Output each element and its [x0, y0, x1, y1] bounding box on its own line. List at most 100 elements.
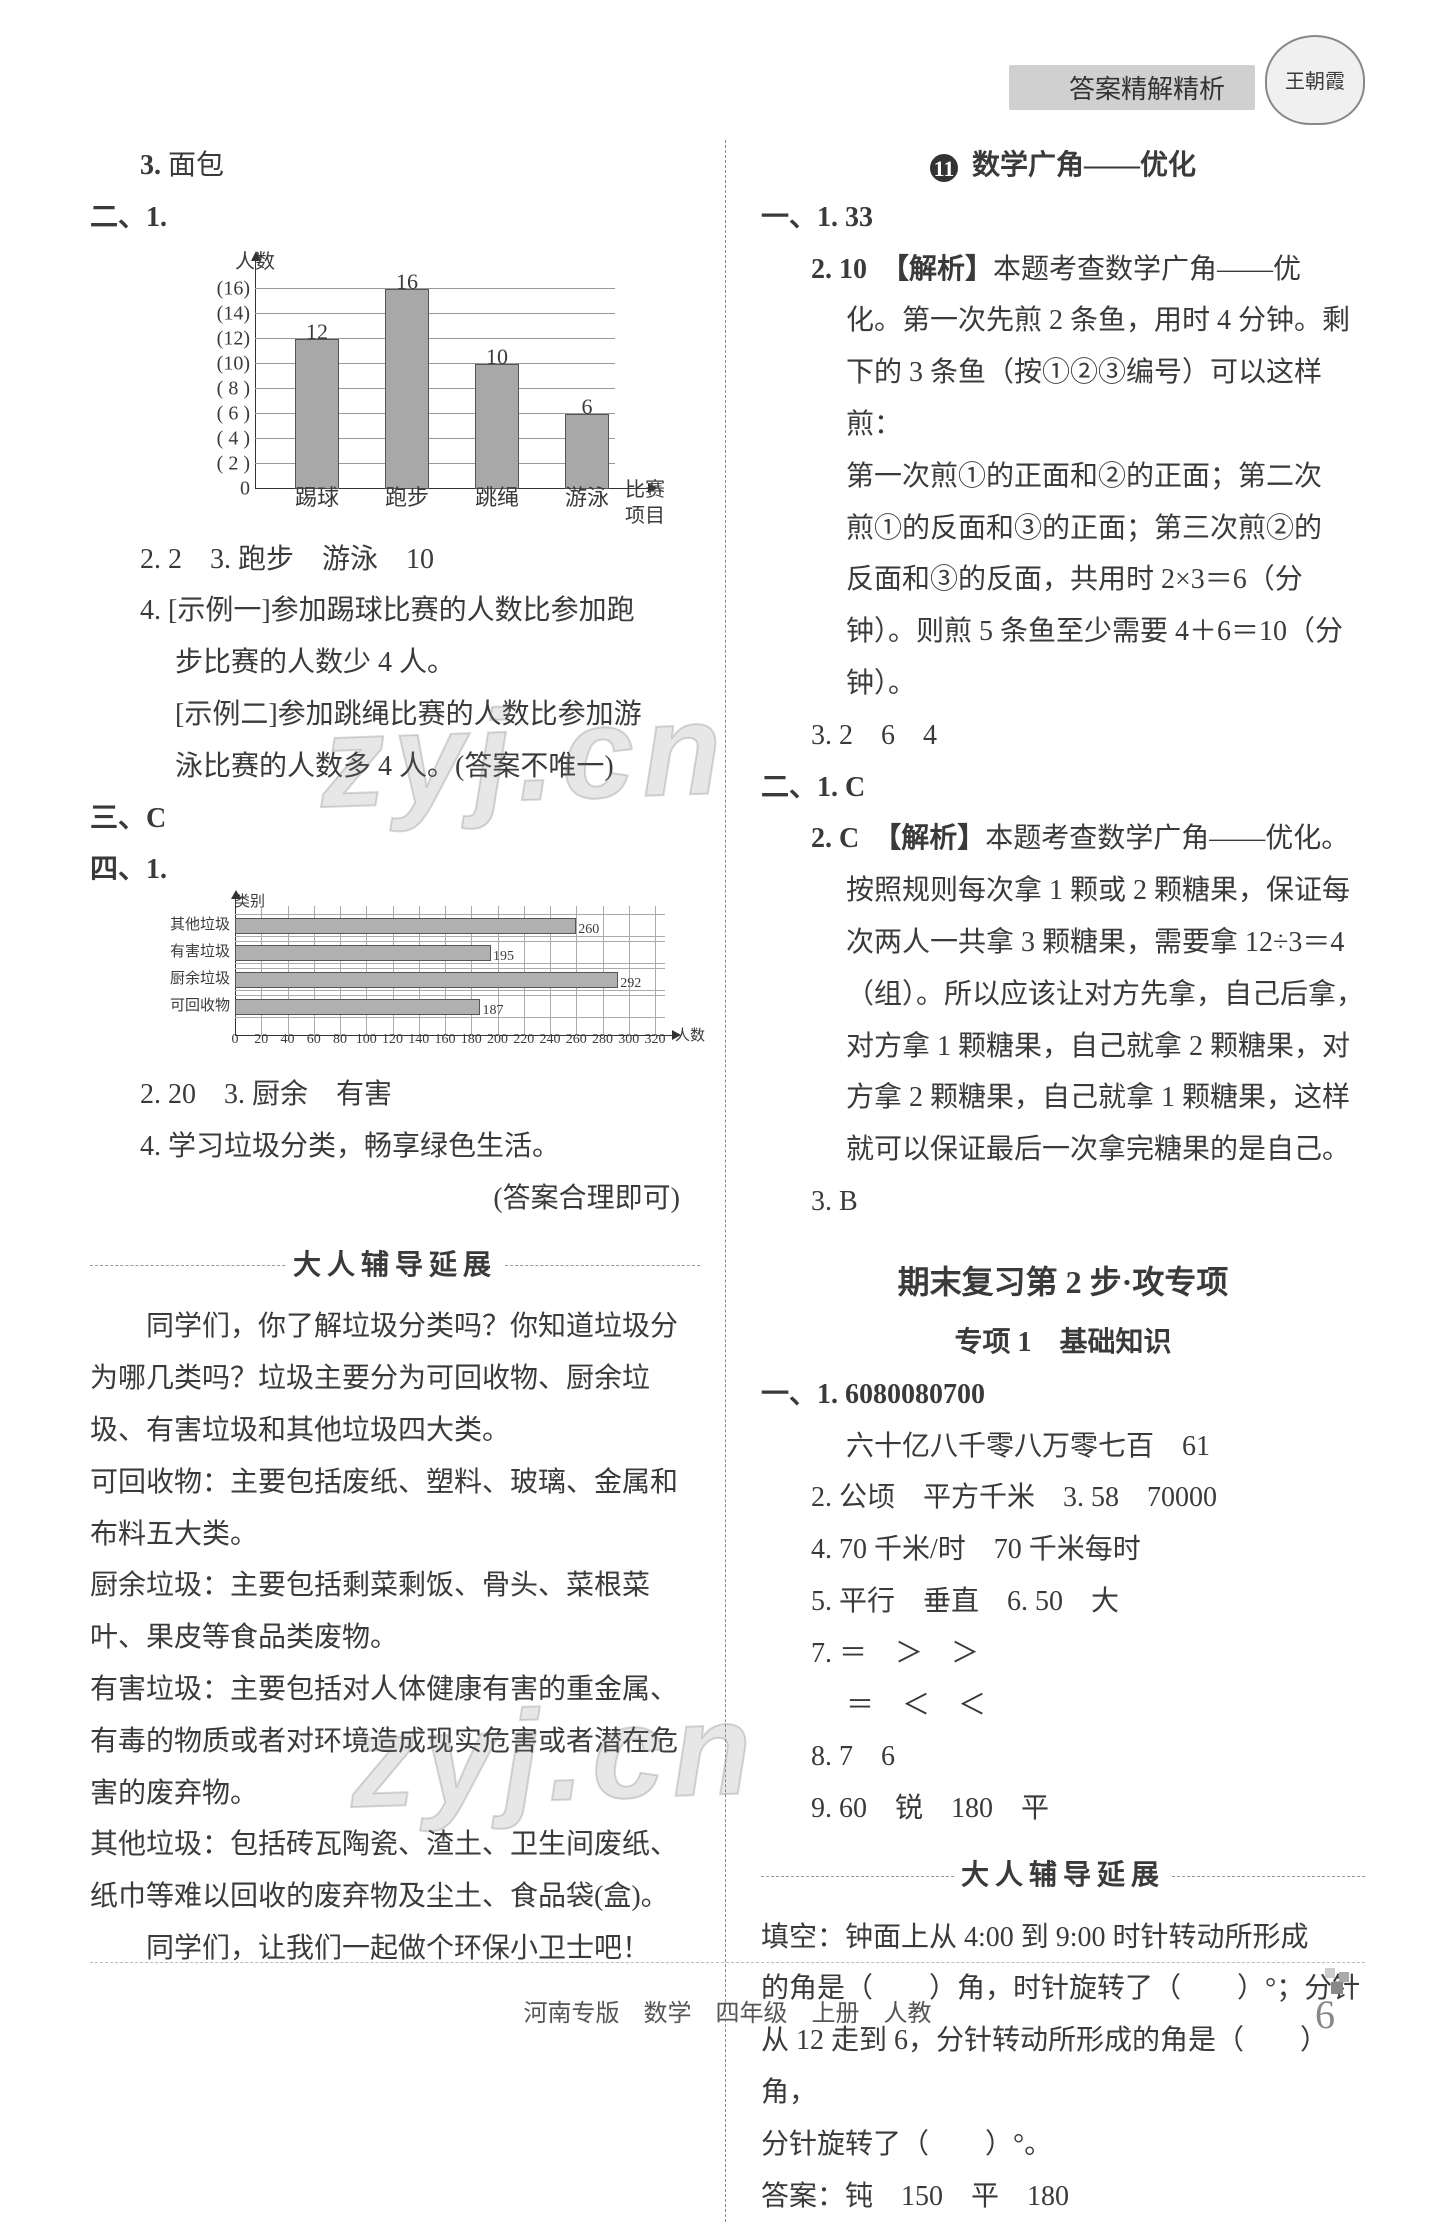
x-tick-label: 240 — [540, 1027, 561, 1053]
answer-line: [示例二]参加跳绳比赛的人数比参加游 — [90, 689, 700, 741]
footer-text: 河南专版 数学 四年级 上册 人教 — [524, 2001, 932, 2027]
section-marker: 三、C — [90, 793, 700, 845]
right-column: 11 数学广角——优化 一、1. 33 2. 10 【解析】本题考查数学广角——… — [756, 140, 1365, 2222]
header-logo: 王朝霞 — [1265, 35, 1365, 125]
section-heading: 期末复习第 2 步·攻专项 — [761, 1253, 1365, 1312]
answer-line: ＝ ＜ ＜ — [761, 1680, 1365, 1732]
hbar: 292 — [235, 972, 618, 988]
section-marker: 四、1. — [90, 844, 700, 896]
y-tick-label: 有害垃圾 — [170, 939, 230, 967]
x-tick-label: 220 — [513, 1027, 534, 1053]
x-tick-label: 320 — [645, 1027, 666, 1053]
answer-line: 一、1. 33 — [761, 192, 1365, 244]
answer-line: 2. 20 3. 厨余 有害 — [90, 1069, 700, 1121]
answer-line: 对方拿 1 颗糖果，自己就拿 2 颗糖果，对 — [761, 1021, 1365, 1073]
x-tick-label: 300 — [618, 1027, 639, 1053]
answer-line: 步比赛的人数少 4 人。 — [90, 637, 700, 689]
x-tick-label: 0 — [232, 1027, 239, 1053]
hbar: 260 — [235, 918, 576, 934]
left-column: 3. 面包 二、1. 人数 1216106 比赛 项目 0( 2 )( 4 )(… — [90, 140, 726, 2222]
x-tick-label: 60 — [307, 1027, 321, 1053]
header-title: 答案精解精析 — [1009, 65, 1255, 110]
answer-line: 4. 学习垃圾分类，畅享绿色生活。 — [90, 1121, 700, 1173]
x-tick-label: 260 — [566, 1027, 587, 1053]
page-footer: 河南专版 数学 四年级 上册 人教 6 — [0, 1993, 1455, 2028]
y-tick-label: 其他垃圾 — [170, 912, 230, 940]
answer-line: 5. 平行 垂直 6. 50 大 — [761, 1576, 1365, 1628]
unit-title: 11 数学广角——优化 — [761, 140, 1365, 192]
x-tick-label: 20 — [254, 1027, 268, 1053]
answer-line: 3. 2 6 4 — [761, 710, 1365, 762]
answer-line: 泳比赛的人数多 4 人。(答案不唯一) — [90, 741, 700, 793]
y-tick-label: 厨余垃圾 — [170, 966, 230, 994]
page-number: 6 — [1315, 1991, 1335, 2038]
hbar: 195 — [235, 945, 491, 961]
answer-line: 钟）。则煎 5 条鱼至少需要 4＋6＝10（分 — [761, 606, 1365, 658]
tutor-line: 从 12 走到 6，分针转动所形成的角是（ ）角， — [761, 2015, 1365, 2119]
answer-line: 钟）。 — [761, 658, 1365, 710]
answer-line: 方拿 2 颗糖果，自己就拿 1 颗糖果，这样 — [761, 1072, 1365, 1124]
bar: 16 — [385, 289, 429, 489]
answer-line: 反面和③的反面，共用时 2×3＝6（分 — [761, 554, 1365, 606]
x-tick-label: 80 — [333, 1027, 347, 1053]
answer-line: 第一次煎①的正面和②的正面；第二次 — [761, 451, 1365, 503]
answer-line: 9. 60 锐 180 平 — [761, 1783, 1365, 1835]
bar: 12 — [295, 339, 339, 489]
bar-value-label: 292 — [620, 971, 641, 997]
x-axis-title: 比赛 项目 — [625, 477, 675, 529]
answer-line: 一、1. 6080080700 — [761, 1369, 1365, 1421]
bar-value-label: 187 — [482, 998, 503, 1024]
tutor-line: 填空：钟面上从 4:00 到 9:00 时针转动所形成 — [761, 1912, 1365, 1964]
answer-line: 3. 面包 — [90, 140, 700, 192]
x-tick-label: 踢球 — [287, 478, 347, 519]
paragraph: 同学们，你了解垃圾分类吗？你知道垃圾分为哪几类吗？垃圾主要分为可回收物、厨余垃圾… — [90, 1301, 700, 1456]
x-tick-label: 140 — [408, 1027, 429, 1053]
answer-line: （组）。所以应该让对方先拿，自己后拿， — [761, 969, 1365, 1021]
answer-line: 7. ＝ ＞ ＞ — [761, 1628, 1365, 1680]
paragraph: 有害垃圾：主要包括对人体健康有害的重金属、有毒的物质或者对环境造成现实危害或者潜… — [90, 1664, 700, 1819]
y-tick-label: 可回收物 — [170, 993, 230, 1021]
bar-value-label: 16 — [386, 262, 428, 303]
hbar: 187 — [235, 999, 480, 1015]
bar-chart-sports: 人数 1216106 比赛 项目 0( 2 )( 4 )( 6 )( 8 )(1… — [185, 249, 665, 529]
bar-value-label: 10 — [476, 337, 518, 378]
answer-line: 下的 3 条鱼（按①②③编号）可以这样煎： — [761, 347, 1365, 451]
answer-line: 3. B — [761, 1176, 1365, 1228]
tutor-line: 答案：钝 150 平 180 — [761, 2171, 1365, 2222]
unit-number-icon: 11 — [930, 154, 958, 182]
x-tick-label: 120 — [382, 1027, 403, 1053]
x-tick-label: 100 — [356, 1027, 377, 1053]
bar: 10 — [475, 364, 519, 489]
x-tick-label: 160 — [435, 1027, 456, 1053]
answer-line: 化。第一次先煎 2 条鱼，用时 4 分钟。剩 — [761, 295, 1365, 347]
paragraph: 厨余垃圾：主要包括剩菜剩饭、骨头、菜根菜叶、果皮等食品类废物。 — [90, 1560, 700, 1664]
answer-note: (答案合理即可) — [90, 1173, 700, 1225]
tutor-section-title: 大人辅导延展 — [90, 1240, 700, 1292]
answer-line: 按照规则每次拿 1 颗或 2 颗糖果，保证每 — [761, 865, 1365, 917]
x-tick-label: 40 — [281, 1027, 295, 1053]
answer-line: 2. 10 【解析】本题考查数学广角——优 — [761, 244, 1365, 296]
bar-chart-garbage: 类别 260195292187 人数 020406080100120140160… — [170, 901, 700, 1061]
section-marker: 二、1. — [90, 192, 700, 244]
answer-line: 次两人一共拿 3 颗糖果，需要拿 12÷3＝4 — [761, 917, 1365, 969]
tutor-line: 分针旋转了（ ）°。 — [761, 2119, 1365, 2171]
x-tick-label: 游泳 — [557, 478, 617, 519]
y-tick-label: (16) — [190, 270, 250, 307]
main-content: 3. 面包 二、1. 人数 1216106 比赛 项目 0( 2 )( 4 )(… — [90, 140, 1365, 2222]
answer-line: 2. 2 3. 跑步 游泳 10 — [90, 534, 700, 586]
answer-line: 4. [示例一]参加踢球比赛的人数比参加跑 — [90, 585, 700, 637]
answer-line: 2. 公顷 平方千米 3. 58 70000 — [761, 1472, 1365, 1524]
answer-line: 六十亿八千零八万零七百 61 — [761, 1421, 1365, 1473]
page-header: 答案精解精析 王朝霞 — [90, 30, 1365, 130]
bar-value-label: 195 — [493, 944, 514, 970]
answer-line: 二、1. C — [761, 762, 1365, 814]
bar-value-label: 6 — [566, 387, 608, 428]
paragraph: 可回收物：主要包括废纸、塑料、玻璃、金属和布料五大类。 — [90, 1457, 700, 1561]
answer-line: 煎①的反面和③的正面；第三次煎②的 — [761, 503, 1365, 555]
x-tick-label: 200 — [487, 1027, 508, 1053]
answer-line: 就可以保证最后一次拿完糖果的是自己。 — [761, 1124, 1365, 1176]
bar-value-label: 12 — [296, 312, 338, 353]
bar-value-label: 260 — [578, 917, 599, 943]
x-tick-label: 180 — [461, 1027, 482, 1053]
x-tick-label: 跳绳 — [467, 478, 527, 519]
